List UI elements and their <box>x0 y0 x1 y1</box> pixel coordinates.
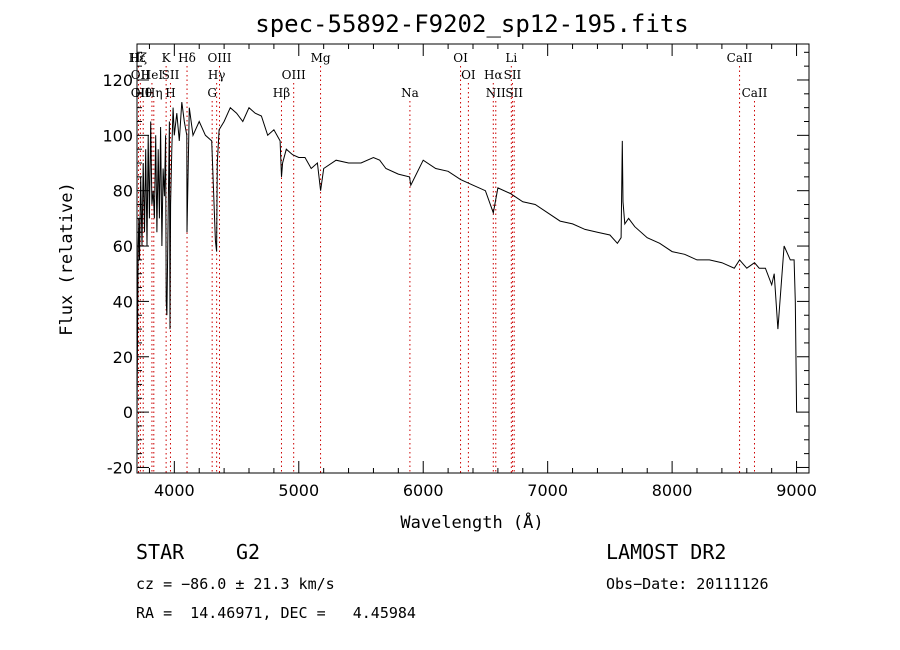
line-id-label: OII <box>131 86 151 100</box>
line-id-label: Hδ <box>178 51 196 65</box>
x-tick-label: 4000 <box>154 481 195 500</box>
x-tick-label: 5000 <box>278 481 319 500</box>
y-tick-label: 0 <box>123 403 133 422</box>
obs-date-text: Obs−Date: 20111126 <box>606 575 769 593</box>
line-id-label: SII <box>504 68 522 82</box>
line-id-label: OI <box>461 68 476 82</box>
y-axis-label: Flux (relative) <box>57 182 77 336</box>
line-id-label: OII <box>131 68 151 82</box>
class-label: STAR <box>136 540 185 564</box>
spectrum-line <box>136 102 798 418</box>
y-tick-label: 80 <box>113 182 133 201</box>
line-id-label: OIII <box>207 51 231 65</box>
y-tick-label: -20 <box>107 458 133 477</box>
plot-frame <box>136 43 810 474</box>
y-tick-label: 40 <box>113 292 133 311</box>
line-id-label: HeI <box>141 68 164 82</box>
line-id-label: H <box>165 86 175 100</box>
x-tick-label: 7000 <box>527 481 568 500</box>
line-id-label: NII <box>486 86 506 100</box>
line-id-label: K <box>162 51 172 65</box>
line-id-label: CaII <box>727 51 753 65</box>
axis-ticks: 4000 5000 6000 7000 8000 9000 -20 0 20 40 60 80 100 1… <box>102 44 817 500</box>
survey-label: LAMOST DR2 <box>606 540 727 564</box>
line-id-label: Mg <box>311 51 331 65</box>
redshift-text: cz = −86.0 ± 21.3 km/s <box>136 575 335 593</box>
x-axis-label: Wavelength (Å) <box>400 511 543 533</box>
y-tick-label: 20 <box>113 348 133 367</box>
line-id-label: OI <box>453 51 468 65</box>
y-tick-label: 60 <box>113 237 133 256</box>
line-id-label: SII <box>162 68 180 82</box>
line-id-label: SII <box>505 86 523 100</box>
line-id-label: Hα <box>484 68 503 82</box>
line-id-label: OIII <box>282 68 306 82</box>
line-id-label: Hβ <box>273 86 290 100</box>
line-id-label: Hη <box>145 86 163 100</box>
line-markers <box>136 66 755 473</box>
chart-title: spec-55892-F9202_sp12-195.fits <box>255 10 688 38</box>
y-tick-label: 120 <box>102 71 133 90</box>
x-tick-label: 6000 <box>403 481 444 500</box>
line-id-label: Li <box>505 51 517 65</box>
line-id-label: Na <box>401 86 419 100</box>
line-id-label: Hγ <box>208 68 226 82</box>
coordinates-text: RA = 14.46971, DEC = 4.45984 <box>136 604 416 622</box>
x-tick-label: 8000 <box>652 481 693 500</box>
x-tick-label: 9000 <box>776 481 817 500</box>
line-id-label: CaII <box>742 86 768 100</box>
line-id-label: Hζ <box>130 51 147 65</box>
y-tick-label: 100 <box>102 126 133 145</box>
subclass-label: G2 <box>236 540 261 564</box>
line-id-label: G <box>207 86 217 100</box>
line-id-label: Hθ <box>134 86 152 100</box>
